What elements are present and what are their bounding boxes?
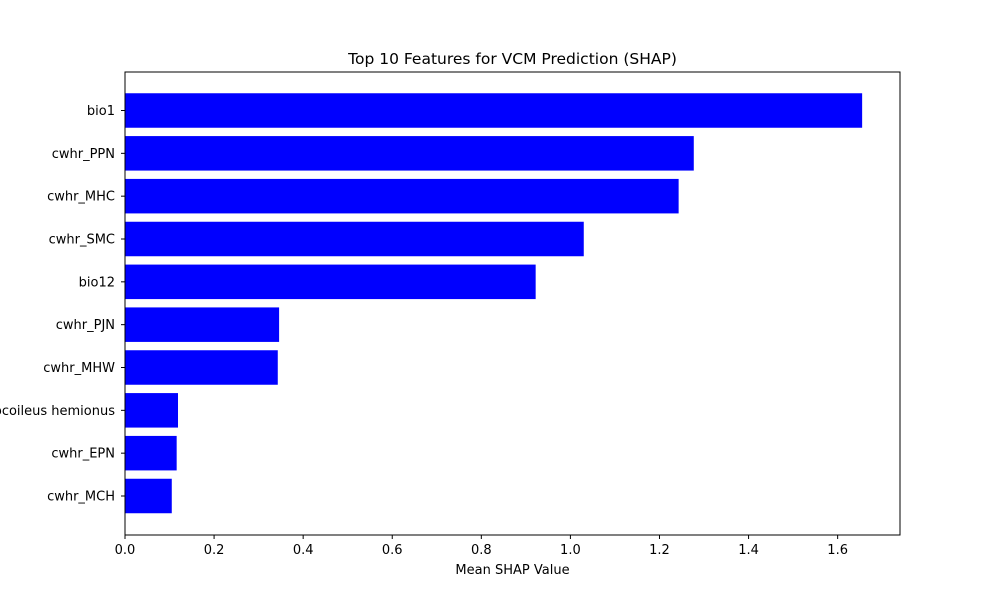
y-tick-label-9: cwhr_MCH — [47, 490, 115, 505]
y-tick-label-6: cwhr_MHW — [43, 361, 115, 376]
x-tick-label-7: 1.4 — [738, 543, 759, 558]
bar-4 — [125, 264, 536, 300]
y-tick-label-4: bio12 — [79, 275, 115, 290]
x-tick-label-5: 1.0 — [560, 543, 581, 558]
y-tick-label-0: bio1 — [87, 104, 115, 119]
x-tick-label-0: 0.0 — [115, 543, 136, 558]
x-tick-label-3: 0.6 — [382, 543, 403, 558]
x-tick-label-6: 1.2 — [649, 543, 670, 558]
y-tick-label-2: cwhr_MHC — [47, 190, 115, 205]
x-tick-label-4: 0.8 — [471, 543, 492, 558]
y-tick-label-8: cwhr_EPN — [51, 447, 115, 462]
x-tick-label-2: 0.4 — [293, 543, 314, 558]
plot-frame — [124, 71, 901, 536]
x-tick-label-1: 0.2 — [204, 543, 225, 558]
y-tick-label-7: Odocoileus hemionus — [0, 404, 115, 419]
chart-title: Top 10 Features for VCM Prediction (SHAP… — [347, 50, 677, 68]
bar-1 — [125, 136, 694, 171]
x-axis-title: Mean SHAP Value — [455, 563, 569, 578]
bar-9 — [125, 478, 172, 514]
x-axis: 0.0 0.2 0.4 0.6 0.8 1.0 1.2 1.4 1.6 — [115, 535, 848, 558]
y-axis: bio1 cwhr_PPN cwhr_MHC cwhr_SMC bio12 cwhr_PJ… — [0, 104, 125, 505]
x-tick-label-8: 1.6 — [827, 543, 848, 558]
bar-0 — [125, 93, 863, 128]
y-tick-label-3: cwhr_SMC — [49, 233, 115, 248]
bar-2 — [125, 178, 679, 214]
bar-6 — [125, 350, 278, 385]
bar-5 — [125, 307, 280, 342]
bar-8 — [125, 435, 177, 471]
bar-7 — [125, 393, 179, 428]
bar-3 — [125, 221, 584, 257]
y-tick-label-5: cwhr_PJN — [56, 318, 115, 333]
y-tick-label-1: cwhr_PPN — [52, 147, 115, 162]
bars-group — [125, 93, 863, 514]
